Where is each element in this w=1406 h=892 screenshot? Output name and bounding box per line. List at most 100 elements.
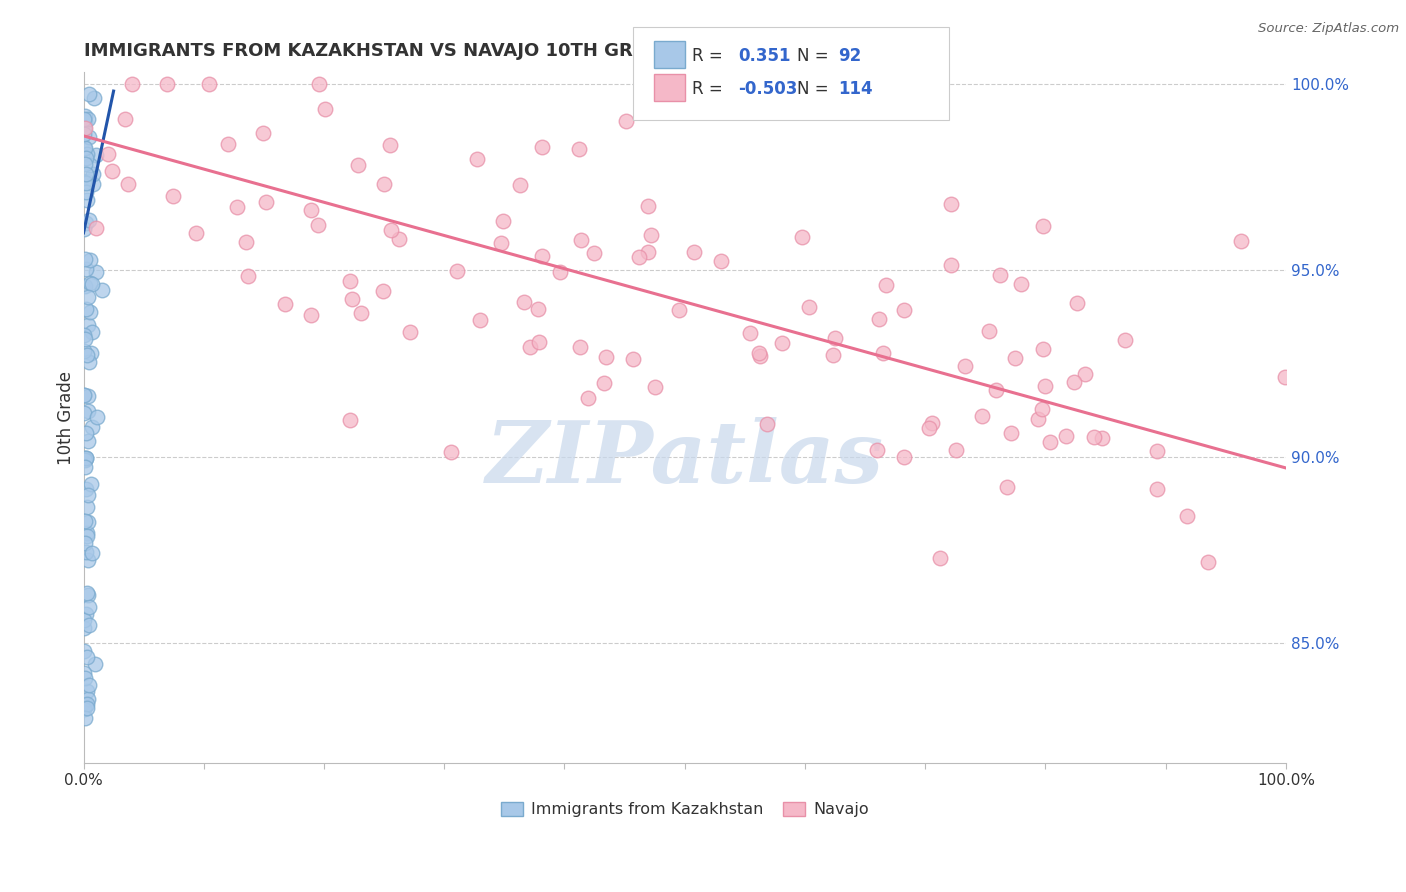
Point: [252, 126, 274, 140]
Point: [121, 77, 143, 91]
Point: [73, 671, 96, 685]
Text: 114: 114: [838, 80, 873, 98]
Point: [939, 258, 962, 272]
Text: ZIPatlas: ZIPatlas: [485, 417, 884, 500]
Point: [79, 253, 101, 268]
Point: [79, 158, 101, 172]
Point: [979, 324, 1001, 338]
Point: [82, 546, 104, 560]
Point: [388, 232, 411, 246]
Point: [76, 684, 98, 698]
Point: [307, 218, 329, 232]
Point: [1114, 333, 1136, 347]
Point: [75, 167, 97, 181]
Point: [945, 442, 967, 457]
Point: [80, 476, 103, 491]
Point: [1039, 435, 1062, 450]
Point: [84, 221, 107, 235]
Point: [984, 384, 1007, 398]
Point: [621, 352, 644, 367]
Point: [76, 526, 98, 541]
Point: [740, 326, 762, 340]
Point: [75, 176, 97, 190]
Point: [75, 607, 97, 622]
Point: [531, 140, 554, 154]
Point: [513, 294, 536, 309]
Point: [465, 152, 488, 166]
Point: [347, 158, 370, 172]
Point: [748, 346, 770, 360]
Point: [79, 276, 101, 290]
Point: [492, 213, 515, 227]
Point: [1063, 376, 1085, 390]
Point: [73, 127, 96, 141]
Point: [770, 335, 793, 350]
Point: [1073, 368, 1095, 382]
Point: [569, 233, 592, 247]
Point: [73, 387, 96, 401]
Text: R =: R =: [692, 80, 728, 98]
Point: [75, 536, 97, 550]
Point: [548, 265, 571, 279]
Point: [80, 346, 103, 360]
Point: [970, 409, 993, 423]
Point: [314, 102, 336, 116]
Point: [79, 305, 101, 319]
Point: [75, 157, 97, 171]
Point: [75, 451, 97, 466]
Point: [380, 137, 402, 152]
Point: [76, 529, 98, 543]
Point: [1230, 234, 1253, 248]
Point: [953, 359, 976, 373]
Point: [1010, 277, 1032, 291]
Point: [114, 112, 136, 126]
Point: [77, 87, 100, 101]
Point: [79, 678, 101, 692]
Point: [75, 185, 97, 199]
Point: [637, 245, 659, 260]
Point: [866, 442, 889, 457]
Point: [380, 223, 402, 237]
Point: [235, 235, 257, 250]
Point: [84, 148, 107, 162]
Point: [373, 178, 395, 192]
Point: [82, 177, 104, 191]
Point: [824, 331, 846, 345]
Point: [1197, 555, 1219, 569]
Point: [527, 334, 550, 349]
Point: [823, 348, 845, 362]
Point: [342, 292, 364, 306]
Point: [583, 246, 606, 260]
Legend: Immigrants from Kazakhstan, Navajo: Immigrants from Kazakhstan, Navajo: [495, 796, 875, 824]
Text: IMMIGRANTS FROM KAZAKHSTAN VS NAVAJO 10TH GRADE CORRELATION CHART: IMMIGRANTS FROM KAZAKHSTAN VS NAVAJO 10T…: [83, 42, 894, 60]
Point: [73, 112, 96, 126]
Point: [82, 167, 104, 181]
Point: [225, 200, 247, 214]
Point: [595, 350, 617, 364]
Point: [668, 302, 690, 317]
Text: 0.351: 0.351: [738, 47, 790, 65]
Point: [75, 151, 97, 165]
Point: [489, 235, 512, 250]
Point: [77, 389, 100, 403]
Point: [256, 194, 278, 209]
Point: [73, 644, 96, 658]
Point: [73, 451, 96, 466]
Point: [77, 290, 100, 304]
Point: [939, 196, 962, 211]
Point: [592, 376, 614, 390]
Point: [197, 77, 219, 91]
Point: [988, 268, 1011, 282]
Point: [73, 278, 96, 293]
Point: [75, 261, 97, 276]
Point: [1066, 296, 1088, 310]
Point: [73, 175, 96, 189]
Point: [73, 141, 96, 155]
Text: -0.503: -0.503: [738, 80, 797, 98]
Point: [308, 77, 330, 91]
Point: [921, 416, 943, 430]
Point: [637, 199, 659, 213]
Point: [339, 412, 361, 426]
Point: [628, 250, 651, 264]
Point: [75, 711, 97, 725]
